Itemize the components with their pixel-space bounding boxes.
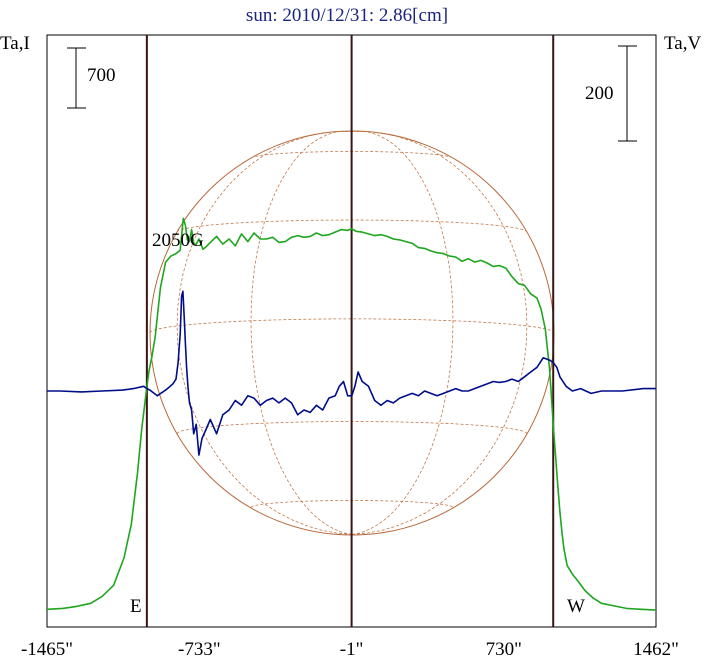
x-tick-label: -1465"	[21, 639, 73, 660]
longitude-line	[351, 131, 528, 535]
series-layer	[46, 217, 657, 611]
scale-bar-I: 700	[67, 47, 116, 109]
marker-label-E: E	[130, 596, 142, 617]
longitude-line	[176, 131, 353, 535]
series-line-I	[46, 217, 657, 611]
marker-label-W: W	[567, 596, 585, 617]
longitude-line	[351, 130, 454, 535]
scale-bar-V-label: 200	[585, 83, 614, 104]
left-axis-label: Ta,I	[0, 33, 30, 54]
x-tick-label: -733"	[178, 639, 221, 660]
vertical-markers	[145, 35, 555, 627]
longitude-line	[250, 130, 353, 535]
x-tick-label: 730"	[486, 639, 522, 660]
scale-bar-V: 200	[585, 45, 637, 142]
scale-bar-I-label: 700	[87, 65, 116, 86]
chart-title: sun: 2010/12/31: 2.86[cm]	[246, 5, 448, 26]
annotation-2050G: 2050G	[152, 230, 204, 251]
series-line-V	[47, 290, 656, 456]
x-tick-label: 1462"	[633, 639, 679, 660]
right-axis-label: Ta,V	[664, 33, 701, 54]
x-tick-label: -1"	[340, 639, 364, 660]
x-axis-ticks: -1465" -733" -1" 730" 1462"	[21, 639, 679, 660]
